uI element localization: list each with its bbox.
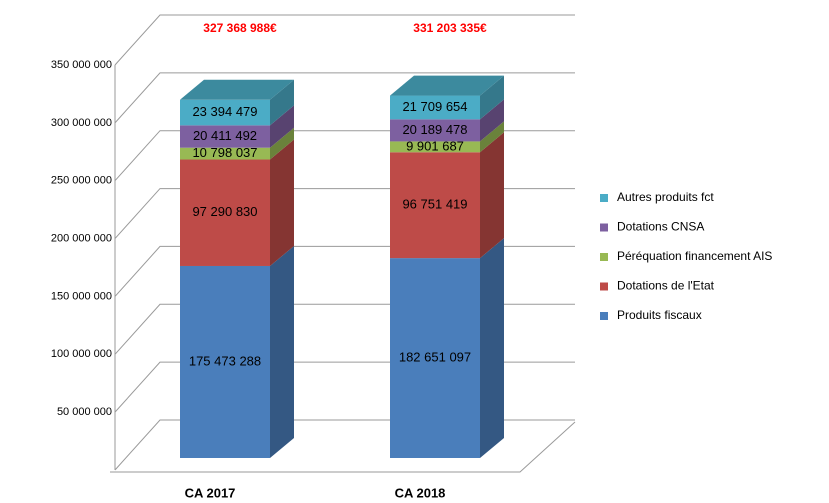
bar-segment [390, 258, 480, 458]
bar-segment [180, 159, 270, 266]
bar-side [270, 139, 294, 266]
bar-side [480, 99, 504, 142]
bar-segment [180, 265, 270, 458]
x-tick-label: CA 2018 [395, 485, 446, 500]
data-label: 20 411 492 [193, 128, 257, 143]
bar-segment [390, 95, 480, 120]
bar-segment [390, 152, 480, 259]
data-label: 20 189 478 [402, 122, 467, 137]
bar-segment [390, 141, 480, 153]
legend-swatch [600, 223, 608, 232]
bar-segment [180, 99, 270, 126]
y-tick-label: 150 000 000 [51, 290, 112, 302]
bar-side [270, 105, 294, 148]
grid-line [114, 14, 575, 66]
legend-label: Dotations CNSA [617, 220, 704, 234]
legend-swatch [600, 194, 608, 202]
y-tick-label: 350 000 000 [51, 59, 112, 71]
legend-label: Dotations de l'Etat [617, 279, 715, 293]
bar-side [480, 75, 504, 120]
x-tick-label: CA 2017 [185, 485, 236, 500]
data-label: 182 651 097 [399, 350, 471, 365]
data-label: 23 394 479 [192, 104, 257, 119]
legend-swatch [600, 253, 608, 261]
grid-line [114, 72, 575, 124]
bar-top [180, 79, 294, 100]
legend-label: Produits fiscaux [617, 308, 702, 322]
data-label: 21 709 654 [402, 99, 467, 114]
y-tick-label: 250 000 000 [51, 175, 112, 187]
y-tick-label: 200 000 000 [51, 232, 112, 244]
floor-front [110, 421, 576, 473]
y-tick-label: 50 000 000 [57, 406, 112, 418]
data-label: 175 473 288 [189, 353, 261, 368]
bar-segment [180, 125, 270, 148]
data-label: 10 798 037 [192, 145, 257, 160]
data-label: 96 751 419 [402, 197, 467, 212]
bar-side [270, 127, 294, 160]
total-label: 331 203 335€ [413, 21, 487, 35]
legend-swatch [600, 312, 608, 320]
bar-side [480, 238, 504, 458]
data-label: 97 290 830 [192, 204, 257, 219]
bar-side [270, 245, 294, 458]
legend-swatch [600, 282, 608, 291]
bar-side [480, 132, 504, 259]
y-tick-label: 100 000 000 [51, 348, 112, 360]
bar-segment [390, 119, 480, 142]
bar-side [270, 79, 294, 126]
total-label: 327 368 988€ [203, 21, 277, 35]
legend-label: Autres produits fct [617, 190, 714, 204]
bar-top [390, 75, 504, 96]
bar-side [480, 121, 504, 153]
legend-label: Péréquation financement AIS [617, 249, 772, 263]
y-tick-label: 300 000 000 [51, 117, 112, 129]
data-label: 9 901 687 [406, 138, 464, 153]
bar-segment [180, 147, 270, 160]
